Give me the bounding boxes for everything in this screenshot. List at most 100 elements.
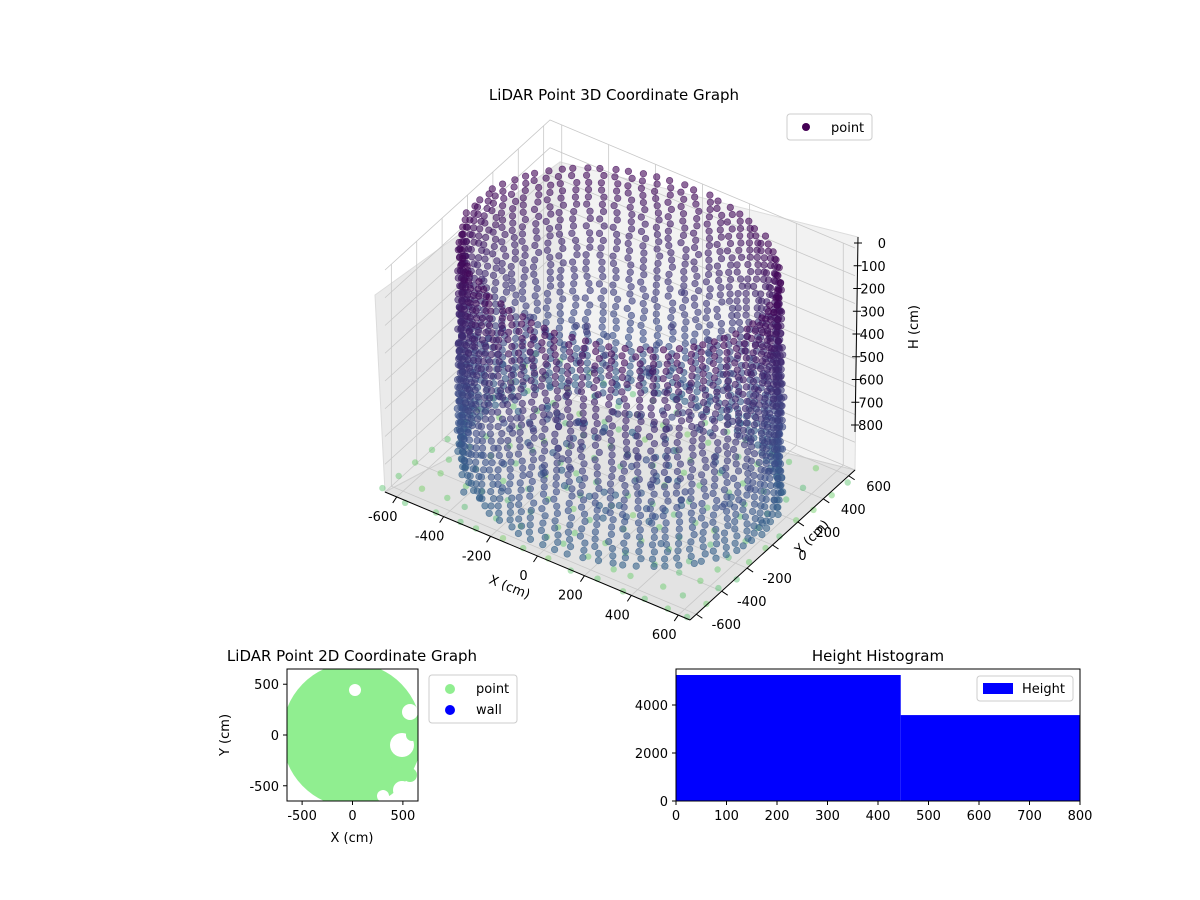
wall-point <box>465 386 473 394</box>
wall-point <box>734 489 742 497</box>
wall-points <box>453 164 788 571</box>
wall-point <box>541 512 549 520</box>
wall-point <box>647 483 656 491</box>
wall-point <box>475 292 483 300</box>
wall-point <box>723 478 731 487</box>
wall-point <box>599 316 607 324</box>
wall-point <box>472 465 480 474</box>
wall-point <box>741 433 749 442</box>
wall-point <box>577 388 586 396</box>
wall-point <box>673 359 681 367</box>
wall-point <box>712 540 721 548</box>
floor-point <box>762 544 769 552</box>
x-tick-label-3d: 600 <box>652 628 677 643</box>
wall-point <box>687 538 695 546</box>
floor-point <box>810 506 817 514</box>
wall-point <box>519 464 527 472</box>
wall-point <box>576 445 585 454</box>
wall-point <box>709 547 717 555</box>
wall-point <box>769 503 777 511</box>
wall-point <box>479 358 488 366</box>
wall-point <box>486 423 494 431</box>
wall-point <box>610 310 618 318</box>
wall-point <box>567 355 575 363</box>
wall-point <box>705 213 714 221</box>
floor-point <box>799 484 807 491</box>
wall-point <box>507 458 515 466</box>
wall-point <box>772 294 780 302</box>
wall-point <box>556 310 564 318</box>
wall-point <box>540 447 549 455</box>
wall-point <box>560 482 569 490</box>
wall-point <box>497 300 505 308</box>
wall-point <box>569 287 577 295</box>
wall-point <box>505 307 513 315</box>
wall-point <box>584 186 593 194</box>
wall-point <box>544 239 552 247</box>
wall-point <box>530 169 539 177</box>
wall-point <box>636 367 644 375</box>
legend-2d: point wall <box>428 674 518 724</box>
wall-point <box>609 288 618 296</box>
wall-point <box>538 346 546 354</box>
wall-point <box>584 193 593 201</box>
wall-point <box>502 274 510 282</box>
wall-point <box>518 288 527 296</box>
wall-point <box>660 411 668 419</box>
wall-point <box>581 474 589 482</box>
wall-point <box>664 447 672 455</box>
edge-blob-2 <box>403 768 417 782</box>
floor-point <box>395 472 402 480</box>
wall-point <box>456 383 464 392</box>
wall-point <box>606 509 614 517</box>
wall-point <box>673 395 681 404</box>
y-tick-label-3d: 400 <box>841 503 866 518</box>
wall-point <box>765 430 773 439</box>
wall-point <box>514 450 523 458</box>
wall-point <box>551 401 560 409</box>
x-tick-label-3d: -400 <box>415 530 445 545</box>
y-tick-3d <box>822 498 830 504</box>
wall-point <box>600 287 608 295</box>
wall-point <box>487 415 495 424</box>
wall-point <box>697 355 706 363</box>
wall-point <box>750 522 758 530</box>
wall-point <box>590 427 598 435</box>
y-tick-3d <box>848 475 855 481</box>
wall-point <box>741 361 750 369</box>
wall-point <box>594 556 603 565</box>
wall-point <box>758 494 766 503</box>
wall-point <box>636 403 644 411</box>
wall-point <box>475 268 483 276</box>
z-tick-label-3d: 0 <box>878 237 886 252</box>
wall-point <box>542 304 550 312</box>
wall-point <box>605 343 613 351</box>
wall-point <box>573 243 581 252</box>
wall-point <box>481 502 489 510</box>
wall-point <box>690 294 698 302</box>
wall-point <box>758 530 766 539</box>
wall-point <box>709 359 717 368</box>
wall-point <box>474 415 482 423</box>
wall-point <box>577 380 586 389</box>
wall-point <box>554 223 563 231</box>
wall-point <box>749 363 757 371</box>
wall-point <box>530 369 539 377</box>
wall-point <box>492 235 500 243</box>
wall-point <box>531 277 540 286</box>
wall-point <box>737 253 746 261</box>
wall-point <box>762 269 771 277</box>
y-tick-label-3d: -200 <box>762 572 792 587</box>
wall-point <box>702 492 710 500</box>
wall-point <box>723 457 732 465</box>
floor-point <box>844 479 851 486</box>
wall-point <box>687 350 696 358</box>
x-tick-label-3d: -600 <box>368 510 398 525</box>
wall-point <box>529 362 537 370</box>
wall-point <box>496 495 504 503</box>
wall-point <box>713 388 721 396</box>
gap-3 <box>393 781 411 799</box>
wall-point <box>455 347 463 356</box>
wall-point <box>607 501 615 510</box>
wall-point <box>676 475 684 483</box>
